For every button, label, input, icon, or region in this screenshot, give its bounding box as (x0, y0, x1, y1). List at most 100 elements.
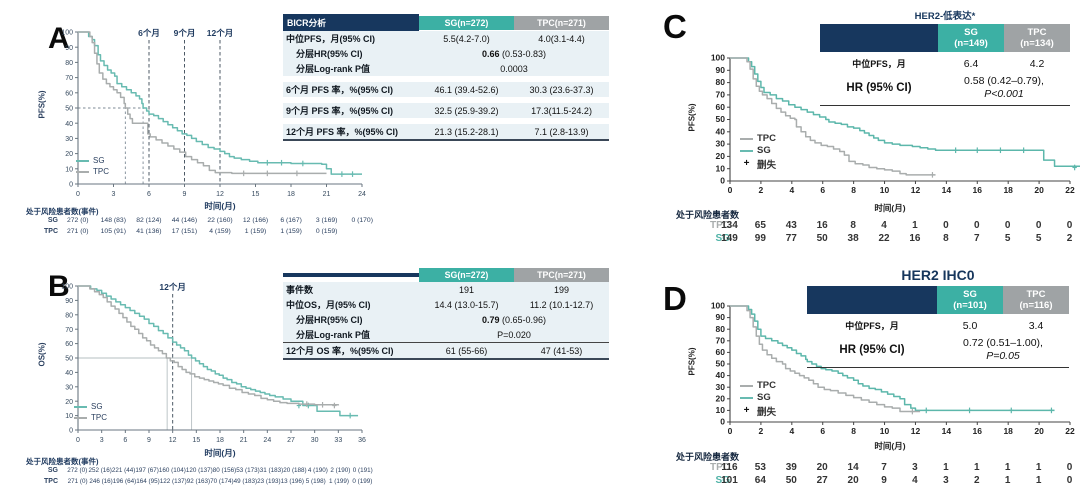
header-analysis: BICR分析 (283, 14, 419, 31)
svg-text:90: 90 (716, 312, 726, 322)
risk-count: 39 (785, 462, 797, 473)
svg-text:10: 10 (880, 426, 890, 436)
header-sg: SG (n=101) (937, 286, 1003, 314)
svg-text:90: 90 (716, 65, 726, 75)
her2-ihc0-stats-table: SG (n=101) TPC (n=116) 中位PFS，月 5.0 3.4 HR … (807, 286, 1069, 369)
risk-count: 246 (16) (89, 478, 113, 485)
svg-text:16: 16 (973, 185, 983, 195)
svg-text:4: 4 (789, 426, 794, 436)
tpc-line-swatch-icon (74, 416, 87, 419)
risk-count: 116 (721, 462, 738, 473)
risk-count: 0 (1066, 462, 1073, 473)
svg-text:20: 20 (716, 393, 726, 403)
svg-text:60: 60 (65, 341, 73, 348)
x-axis-label: 时间(月) (874, 203, 906, 213)
risk-count: 1 (1004, 462, 1011, 473)
table-row: 分层Log-rank P值 0.0003 (283, 61, 609, 76)
risk-count: 6 (167) (280, 217, 302, 224)
risk-row-name: SG (47, 467, 58, 474)
legend-label: 删失 (757, 160, 777, 171)
svg-text:4: 4 (789, 185, 794, 195)
risk-count: 1 (1035, 462, 1042, 473)
panel-a-label: A (48, 22, 70, 55)
svg-text:14: 14 (942, 426, 952, 436)
risk-count: 31 (183) (259, 467, 284, 474)
risk-count: 271 (0) (67, 478, 88, 485)
x-axis-label: 时间(月) (874, 441, 906, 451)
table-row: 分层HR(95% CI) 0.66 (0.53-0.83) (283, 46, 609, 61)
svg-text:0: 0 (76, 437, 80, 444)
legend-item-censored: + 删失 (740, 404, 776, 419)
svg-text:12个月: 12个月 (207, 28, 233, 38)
risk-count: 0 (1066, 475, 1073, 486)
risk-count: 5 (198) (305, 478, 326, 485)
svg-text:40: 40 (716, 370, 726, 380)
risk-count: 7 (881, 462, 887, 473)
svg-text:30: 30 (716, 382, 726, 392)
svg-text:15: 15 (252, 191, 260, 198)
risk-row-values: 271 (0) 246 (16) 196 (64) 164 (95) 122 (137)… (66, 478, 374, 485)
legend-item-sg: SG (74, 402, 103, 411)
risk-count: 23 (193) (257, 478, 281, 485)
svg-text:100: 100 (711, 301, 725, 311)
svg-text:27: 27 (287, 437, 295, 444)
risk-count: 2 (1066, 233, 1073, 244)
svg-text:20: 20 (1034, 185, 1044, 195)
panel-c-label: C (663, 8, 687, 45)
risk-count: 0 (170) (351, 217, 373, 224)
risk-count: 80 (156) (212, 467, 237, 474)
svg-text:30: 30 (65, 384, 73, 391)
svg-text:24: 24 (263, 437, 271, 444)
svg-text:10: 10 (880, 185, 890, 195)
risk-count: 65 (754, 220, 766, 231)
risk-count: 0 (159) (315, 228, 338, 235)
risk-count: 1 (1035, 475, 1042, 486)
risk-count: 4 (881, 220, 887, 231)
svg-text:70: 70 (65, 75, 73, 82)
risk-row-name: SG (47, 217, 58, 224)
panel-d-label: D (663, 280, 687, 317)
table-header-row: SG (n=101) TPC (n=116) (807, 286, 1069, 314)
sg-line-swatch-icon (76, 159, 89, 162)
legend-item-sg: SG (740, 392, 771, 403)
risk-count: 1 (974, 462, 980, 473)
svg-text:22: 22 (1065, 185, 1075, 195)
risk-count: 1 (199) (329, 478, 349, 485)
svg-text:6: 6 (820, 185, 825, 195)
panel-b-label: B (48, 270, 70, 303)
svg-text:6: 6 (147, 191, 151, 198)
risk-count: 0 (199) (352, 478, 373, 485)
svg-text:12个月: 12个月 (159, 282, 185, 292)
risk-count: 221 (44) (111, 467, 136, 474)
risk-count: 41 (136) (136, 228, 162, 235)
table-row: 9个月 PFS 率，%(95% CI) 32.5 (25.9-39.2) 17.… (283, 103, 609, 118)
svg-text:15: 15 (192, 437, 200, 444)
risk-count: 122 (137) (159, 478, 187, 485)
risk-row-values: 116 53 39 20 14 7 3 1 1 1 1 0 (714, 462, 1080, 473)
svg-text:0: 0 (728, 426, 733, 436)
svg-text:30: 30 (716, 139, 726, 149)
svg-text:3: 3 (112, 191, 116, 198)
risk-count: 0 (191) (352, 467, 373, 474)
risk-count: 38 (847, 233, 859, 244)
svg-text:70: 70 (716, 90, 726, 100)
legend-item-sg: SG (740, 145, 771, 156)
svg-text:20: 20 (65, 399, 73, 406)
os-stats-table: SG(n=272) TPC(n=271) 事件数 191 199 中位OS，月(… (283, 268, 609, 360)
svg-text:50: 50 (65, 356, 73, 363)
svg-text:24: 24 (358, 191, 366, 198)
risk-count: 272 (0) (67, 217, 89, 224)
legend-label: SG (757, 392, 771, 403)
table-row: 12个月 PFS 率，%(95% CI) 21.3 (15.2-28.1) 7.… (283, 124, 609, 139)
svg-text:90: 90 (65, 45, 73, 52)
table-row: 分层HR(95% CI) 0.79 (0.65-0.96) (283, 312, 609, 327)
svg-text:50: 50 (716, 359, 726, 369)
svg-text:10: 10 (716, 405, 726, 415)
svg-text:60: 60 (65, 90, 73, 97)
table-row: 中位PFS，月 6.4 4.2 (852, 57, 1045, 70)
risk-row-name: TPC (710, 462, 730, 473)
svg-text:30: 30 (311, 437, 319, 444)
risk-count: 120 (137) (185, 467, 213, 474)
y-axis-label: PFS(%) (687, 347, 697, 376)
